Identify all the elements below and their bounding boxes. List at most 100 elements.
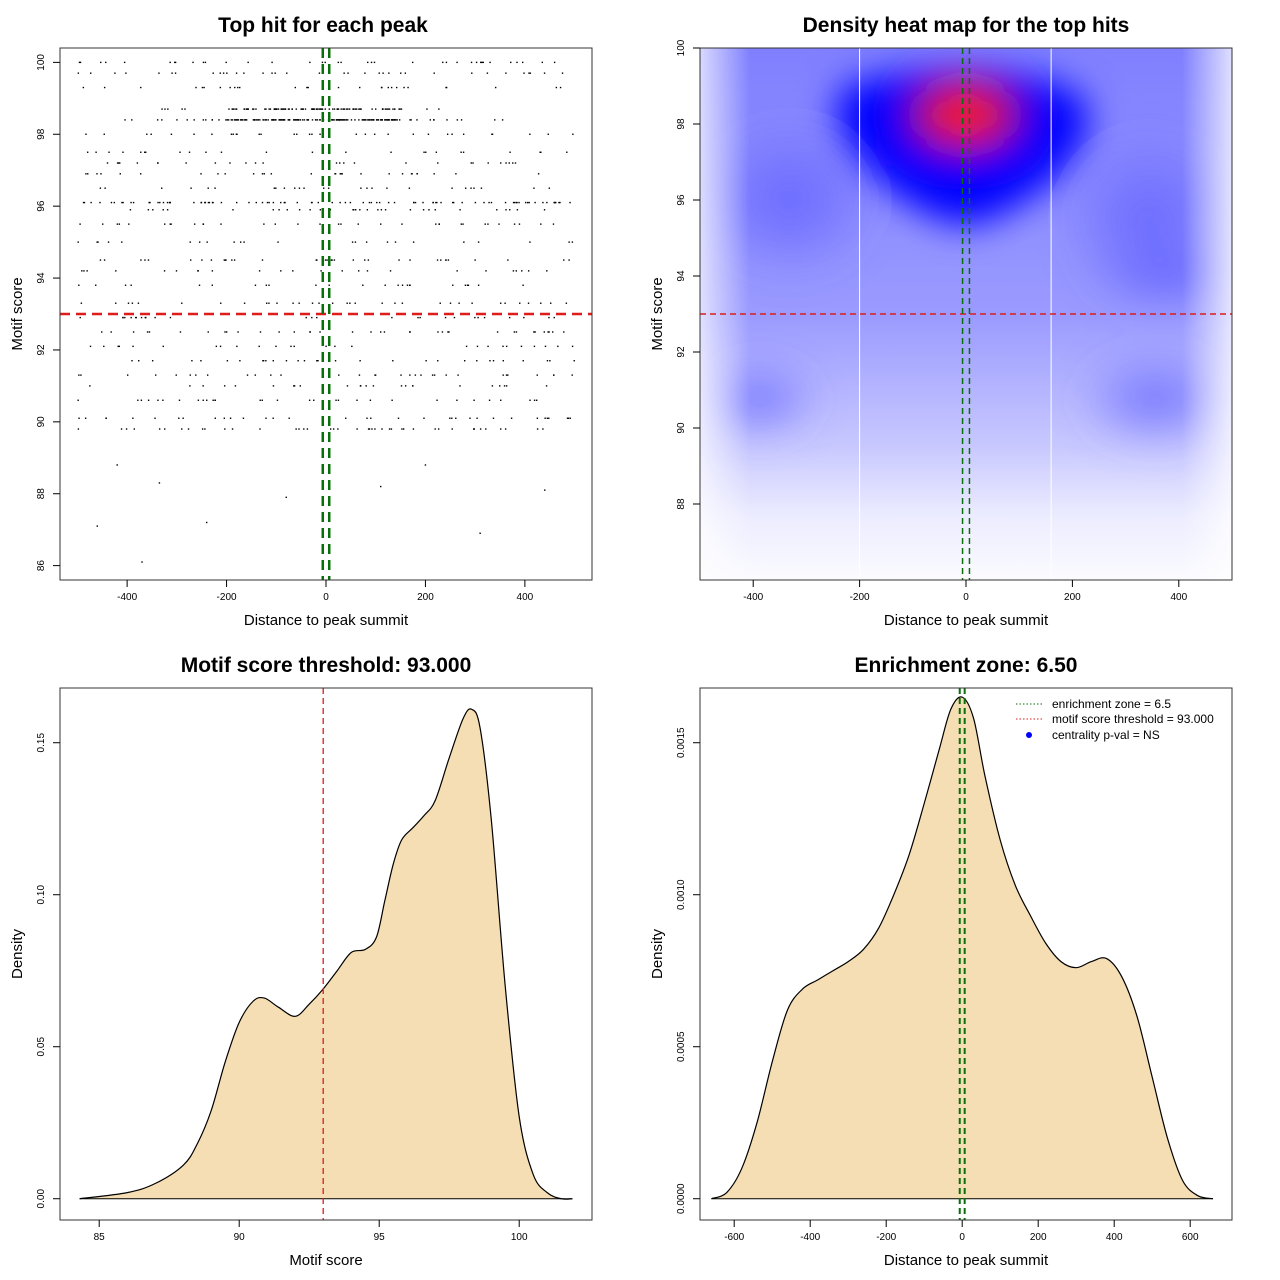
- data-point: [308, 399, 311, 401]
- data-point: [293, 133, 295, 135]
- data-point: [401, 223, 403, 225]
- data-point: [110, 201, 113, 204]
- data-point: [320, 108, 322, 110]
- score-density-y-label: Density: [9, 928, 26, 979]
- data-point: [333, 259, 336, 261]
- data-point: [78, 61, 81, 64]
- data-point: [480, 61, 482, 64]
- data-point: [447, 259, 450, 261]
- data-point: [160, 187, 163, 189]
- data-point: [157, 399, 159, 401]
- distance-density-y-axis: 0.0000 0.0005 0.0010 0.0015: [676, 727, 700, 1214]
- data-point: [559, 201, 561, 204]
- data-point: [332, 428, 335, 430]
- data-point: [341, 270, 343, 272]
- data-point: [103, 259, 106, 261]
- heatmap-x-axis: -400 -200 0 200 400: [743, 580, 1188, 603]
- data-point: [309, 61, 311, 64]
- data-point: [140, 86, 142, 89]
- data-point: [385, 119, 388, 121]
- data-point: [460, 223, 462, 225]
- data-point: [437, 331, 439, 333]
- data-point: [162, 345, 164, 348]
- data-point: [181, 108, 183, 110]
- data-point: [499, 302, 502, 304]
- data-point: [113, 201, 116, 204]
- data-point: [105, 417, 107, 419]
- data-point: [311, 151, 314, 153]
- data-point: [207, 201, 210, 204]
- data-point: [294, 119, 296, 121]
- data-point: [252, 173, 255, 175]
- data-point: [346, 385, 349, 387]
- data-point: [391, 316, 393, 319]
- data-point: [344, 201, 347, 204]
- data-point: [214, 399, 216, 401]
- data-point: [429, 119, 432, 121]
- data-point: [572, 133, 574, 135]
- data-point: [410, 119, 412, 121]
- data-point: [184, 108, 186, 110]
- data-point: [286, 72, 288, 74]
- data-point: [220, 201, 223, 204]
- data-point: [84, 417, 87, 419]
- data-point: [82, 201, 85, 204]
- data-point: [288, 417, 290, 419]
- data-point: [367, 428, 370, 430]
- data-point: [214, 162, 217, 164]
- data-point: [226, 360, 229, 362]
- data-point: [332, 108, 334, 110]
- data-point: [140, 399, 143, 401]
- data-point: [331, 201, 333, 204]
- data-point: [132, 201, 135, 204]
- x-tick-label: 400: [1106, 1232, 1123, 1243]
- data-point: [167, 108, 169, 110]
- data-point: [255, 108, 257, 110]
- data-point: [262, 162, 264, 164]
- data-point: [329, 428, 332, 430]
- data-point: [181, 428, 183, 430]
- data-point: [99, 259, 102, 261]
- data-point: [205, 521, 208, 524]
- data-point: [243, 302, 246, 304]
- data-point: [335, 399, 337, 401]
- data-point: [345, 151, 347, 153]
- data-point: [365, 385, 367, 387]
- data-point: [543, 209, 546, 211]
- data-point: [456, 270, 458, 272]
- data-point: [284, 201, 286, 204]
- data-point: [118, 345, 120, 348]
- data-point: [106, 162, 109, 164]
- data-point: [422, 201, 424, 204]
- data-point: [381, 428, 383, 430]
- data-point: [224, 331, 226, 333]
- data-point: [540, 151, 542, 153]
- y-tick-label: 0.0000: [676, 1183, 687, 1214]
- data-point: [347, 108, 349, 110]
- data-point: [359, 209, 361, 211]
- data-point: [217, 173, 219, 175]
- data-point: [302, 108, 305, 110]
- data-point: [489, 61, 491, 64]
- data-point: [354, 241, 357, 243]
- data-point: [276, 108, 278, 110]
- x-tick-label: -200: [850, 592, 870, 603]
- data-point: [491, 385, 494, 387]
- data-point: [313, 399, 315, 401]
- data-point: [291, 108, 293, 110]
- data-point: [549, 360, 551, 362]
- data-point: [390, 151, 392, 153]
- data-point: [223, 259, 226, 261]
- data-point: [243, 241, 245, 243]
- data-point: [360, 187, 362, 189]
- data-point: [362, 201, 364, 204]
- data-point: [203, 86, 205, 89]
- data-point: [371, 108, 373, 110]
- data-point: [470, 162, 472, 164]
- data-point: [178, 399, 181, 401]
- data-point: [271, 119, 274, 121]
- y-tick-label: 0.0005: [676, 1031, 687, 1062]
- scatter-y-axis: 86 88 90 92 94 96 98 100: [36, 54, 60, 571]
- data-point: [307, 119, 309, 121]
- data-point: [502, 374, 504, 376]
